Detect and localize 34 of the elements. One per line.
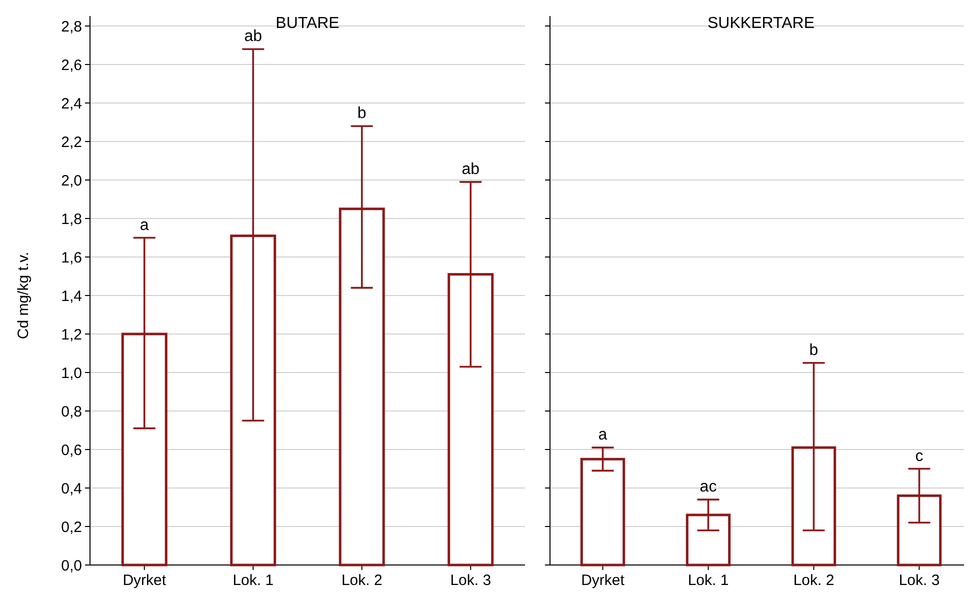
y-tick-label: 1,2 [61,326,82,344]
y-tick-label: 2,4 [61,95,82,112]
annotation: b [809,342,818,359]
x-tick-label: Dyrket [581,572,626,589]
annotation: a [140,216,149,234]
annotation: c [915,448,924,465]
y-tick-label: 0,8 [61,403,82,420]
y-tick-label: 2,2 [61,134,82,151]
x-tick-label: Lok. 1 [688,572,729,589]
y-axis-title: Cd mg/kg t.v. [15,252,32,340]
annotation: a [598,426,608,444]
y-tick-label: 1,6 [61,249,82,266]
chart-title: BUTARE [276,15,340,32]
x-tick-label: Lok. 1 [232,572,274,589]
y-tick-label: 1,0 [61,364,82,382]
y-tick-label: 2,8 [61,18,82,36]
x-tick-label: Lok. 3 [450,572,492,589]
y-tick-label: 0,2 [61,518,82,536]
annotation: ab [244,28,262,46]
y-tick-label: 0,4 [61,480,82,498]
y-tick-label: 0,0 [61,557,82,574]
y-tick-label: 1,4 [61,288,82,305]
x-tick-label: Lok. 3 [898,572,940,589]
y-tick-label: 2,6 [61,56,82,74]
y-tick-label: 2,0 [61,172,82,190]
y-tick-label: 0,6 [61,442,82,459]
x-tick-label: Lok. 2 [793,572,834,589]
x-tick-label: Lok. 2 [341,572,382,589]
chart-title: SUKKERTARE [708,15,814,32]
x-tick-label: Dyrket [122,572,167,589]
annotation: b [357,105,366,122]
y-tick-label: 1,8 [61,210,82,228]
annotation: ac [700,478,717,496]
annotation: ab [462,160,480,178]
